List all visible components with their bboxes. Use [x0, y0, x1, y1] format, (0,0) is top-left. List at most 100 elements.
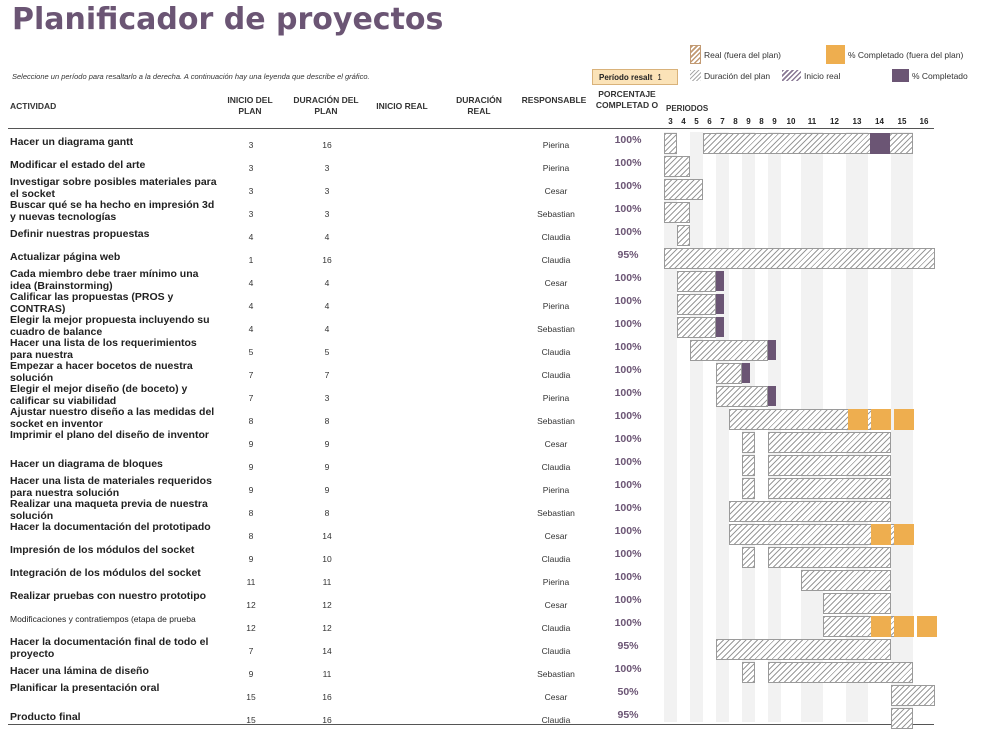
period-number: 8: [733, 117, 738, 126]
completed-bar: [716, 317, 724, 337]
activity-name: Elegir la mejor propuesta incluyendo su …: [10, 314, 210, 338]
plan-duration-bar: [768, 478, 891, 499]
plan-duration-bar: [768, 547, 891, 568]
plan-start: 9: [248, 485, 254, 495]
period-selector-label: Período resalt: [599, 72, 653, 82]
activity-name: Actualizar página web: [10, 251, 121, 263]
plan-duration-bar: [664, 179, 703, 200]
percent-complete: 100%: [614, 203, 642, 215]
plan-start: 15: [246, 692, 256, 702]
plan-duration-bar: [742, 547, 755, 568]
responsible: Pierina: [542, 301, 570, 311]
activity-name: Realizar una maqueta previa de nuestra s…: [10, 498, 208, 522]
activity-name: Impresión de los módulos del socket: [10, 544, 195, 556]
legend-completed: % Completado: [892, 69, 968, 82]
plan-duration: 14: [322, 531, 332, 541]
plan-duration-bar: [891, 708, 913, 729]
percent-complete: 100%: [614, 318, 642, 330]
activity-name: Hacer una lámina de diseño: [10, 665, 149, 677]
plan-duration: 8: [324, 508, 330, 518]
header-responsable: RESPONSABLE: [521, 95, 587, 105]
legend-plan: Duración del plan: [690, 70, 770, 81]
plan-duration-bar: [664, 202, 690, 223]
plan-start: 8: [248, 508, 254, 518]
plan-start: 12: [246, 623, 256, 633]
plan-duration-bar: [664, 248, 935, 269]
plan-duration: 14: [322, 646, 332, 656]
period-number: 13: [852, 117, 862, 126]
responsible: Claudia: [541, 715, 571, 725]
plan-start: 9: [248, 462, 254, 472]
plan-duration-bar: [742, 455, 755, 476]
plan-duration: 16: [322, 692, 332, 702]
percent-complete: 100%: [614, 433, 642, 445]
header-inicio-real: INICIO REAL: [376, 101, 428, 111]
activity-name: Hacer una lista de los requerimientos pa…: [10, 337, 197, 361]
activity-name: Hacer un diagrama de bloques: [10, 458, 163, 470]
percent-complete: 100%: [614, 134, 642, 146]
percent-complete: 100%: [614, 479, 642, 491]
legend-completed-label: % Completado: [912, 70, 968, 81]
header-actividad: ACTIVIDAD: [10, 101, 57, 111]
period-selector[interactable]: Período resalt 1: [592, 69, 678, 85]
activity-name: Definir nuestras propuestas: [10, 228, 150, 240]
plan-duration: 4: [324, 324, 330, 334]
period-number: 15: [897, 117, 907, 126]
responsible: Claudia: [541, 623, 571, 633]
responsible: Cesar: [544, 600, 568, 610]
plan-duration-bar: [716, 639, 891, 660]
responsible: Claudia: [541, 232, 571, 242]
plan-duration-bar: [801, 570, 891, 591]
period-column: [664, 132, 677, 722]
plan-duration: 9: [324, 462, 330, 472]
plan-start: 15: [246, 715, 256, 725]
plan-start: 3: [248, 163, 254, 173]
plan-duration: 16: [322, 255, 332, 265]
plan-duration: 4: [324, 232, 330, 242]
completed-out-of-plan-bar: [894, 409, 914, 430]
plan-duration-bar: [716, 363, 742, 384]
plan-duration: 3: [324, 186, 330, 196]
plan-duration: 4: [324, 278, 330, 288]
plan-swatch-icon: [690, 70, 701, 81]
period-selector-value[interactable]: 1: [657, 72, 662, 82]
activity-name: Calificar las propuestas (PROS y CONTRAS…: [10, 291, 174, 315]
responsible: Pierina: [542, 393, 570, 403]
activity-name: Cada miembro debe traer mínimo una idea …: [10, 268, 199, 292]
legend-inicio-label: Inicio real: [804, 70, 841, 81]
plan-duration: 8: [324, 416, 330, 426]
plan-duration: 11: [322, 669, 332, 679]
legend-real-label: Real (fuera del plan): [704, 49, 782, 60]
plan-start: 9: [248, 439, 254, 449]
plan-duration-bar: [891, 685, 935, 706]
period-number: 7: [720, 117, 725, 126]
page-title: Planificador de proyectos: [12, 2, 444, 37]
completed-bar: [716, 294, 724, 314]
plan-duration: 12: [322, 623, 332, 633]
header-periodos: PERIODOS: [666, 104, 709, 113]
legend-inicio: Inicio real: [782, 70, 840, 81]
period-number: 12: [830, 117, 839, 126]
responsible: Pierina: [542, 140, 570, 150]
plan-duration: 3: [324, 209, 330, 219]
percent-complete: 100%: [614, 525, 642, 537]
percent-complete: 100%: [614, 502, 642, 514]
activity-name: Hacer un diagrama gantt: [10, 136, 134, 148]
footer-divider: [8, 724, 934, 725]
activity-name: Planificar la presentación oral: [10, 682, 160, 694]
plan-start: 7: [248, 646, 254, 656]
plan-duration-bar: [664, 133, 677, 154]
percent-complete: 100%: [614, 226, 642, 238]
period-number: 9: [746, 117, 751, 126]
plan-duration-bar: [677, 271, 716, 292]
percent-complete: 100%: [614, 295, 642, 307]
plan-duration: 9: [324, 485, 330, 495]
responsible: Cesar: [544, 531, 568, 541]
plan-duration-bar: [823, 593, 891, 614]
plan-duration-bar: [690, 340, 768, 361]
percent-complete: 100%: [614, 272, 642, 284]
completed-out-of-plan-bar: [848, 409, 868, 430]
responsible: Claudia: [541, 462, 571, 472]
plan-duration: 12: [322, 600, 332, 610]
responsible: Sebastian: [537, 416, 575, 426]
